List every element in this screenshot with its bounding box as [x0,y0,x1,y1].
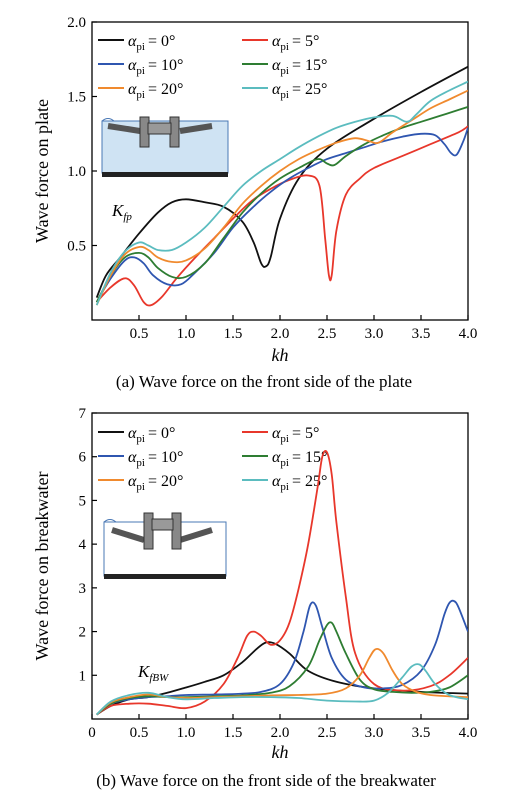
legend-item-label: αpi = 10° [128,449,183,469]
series-line [95,89,468,306]
x-tick-label: 1.0 [177,725,196,741]
x-tick-label: 4.0 [459,725,478,741]
y-tick-label: 2 [79,625,87,641]
y-tick-label: 1.5 [67,90,86,106]
legend-item: αpi = 20° [98,473,183,493]
x-tick-label: 0.5 [130,725,149,741]
x-tick-label: 0 [88,725,96,741]
legend-item-label: αpi = 5° [272,33,319,53]
series-lines [95,65,468,307]
y-tick-label: 2.0 [67,15,86,31]
series-line [96,599,468,716]
legend-item: αpi = 5° [242,425,319,445]
x-tick-label: 3.5 [412,725,431,741]
legend-item-label: αpi = 25° [272,81,327,101]
y-tick-label: 0.5 [67,239,86,255]
x-tick-label: 3.0 [365,326,384,342]
legend-item-label: αpi = 20° [128,473,183,493]
x-tick-label: 0.5 [130,326,149,342]
legend-item: αpi = 25° [242,81,327,101]
series-line [96,663,468,716]
series-line [95,127,468,303]
x-tick-label: 2.5 [318,326,337,342]
series-line [95,80,468,306]
series-line [95,65,468,298]
x-tick-label: 2.0 [271,725,290,741]
legend-item: αpi = 15° [242,57,327,77]
x-tick-label: 3.5 [412,326,431,342]
series-lines [96,449,468,716]
y-tick-label: 7 [79,406,87,422]
curve-annotation: Kfp [111,201,132,223]
series-line [95,106,468,303]
y-axis-label: Wave force on breakwater [32,472,52,661]
legend-item: αpi = 25° [242,473,327,493]
series-line [96,648,468,716]
plate-breakwater-diagram-icon [103,512,227,579]
legend-item: αpi = 5° [242,33,319,53]
plate-breakwater-diagram-icon [101,116,229,177]
curve-annotation: KfBW [137,662,169,684]
y-tick-label: 1 [79,668,87,684]
legend-item: αpi = 10° [98,449,183,469]
chart-b: 0 0.5 1.0 1.5 2.0 2.5 3.0 3.5 4.0 1 2 3 4 5 6 7 αpi = 0°… [32,406,477,790]
x-axis-label: kh [272,742,289,762]
series-line [96,125,468,307]
y-tick-label: 6 [79,450,87,466]
legend-item-label: αpi = 15° [272,449,327,469]
x-tick-label: 2.0 [271,326,290,342]
axis-ticks: 0.5 1.0 1.5 2.0 2.5 3.0 3.5 4.0 0.5 1.0 1.5 2.0 [67,15,477,342]
x-tick-label: 3.0 [365,725,384,741]
legend-item-label: αpi = 5° [272,425,319,445]
axis-ticks: 0 0.5 1.0 1.5 2.0 2.5 3.0 3.5 4.0 1 2 3 4 5 6 7 [79,406,478,741]
x-tick-label: 1.0 [177,326,196,342]
series-line [96,449,468,716]
legend-item-label: αpi = 10° [128,57,183,77]
legend-item: αpi = 0° [98,425,175,445]
x-tick-label: 1.5 [224,326,243,342]
legend-item-label: αpi = 0° [128,425,175,445]
legend-item-label: αpi = 0° [128,33,175,53]
chart-caption: (b) Wave force on the front side of the … [96,771,436,790]
y-tick-label: 1.0 [67,164,86,180]
legend: αpi = 0° αpi = 5° αpi = 10° αpi = 15° αpi = 2… [98,33,327,101]
x-axis-label: kh [272,345,289,365]
y-tick-label: 4 [79,537,87,553]
y-tick-label: 5 [79,493,87,509]
x-tick-label: 2.5 [318,725,337,741]
legend: αpi = 0° αpi = 5° αpi = 10° αpi = 15° αpi = 2… [98,425,327,493]
legend-item: αpi = 15° [242,449,327,469]
legend-item: αpi = 20° [98,81,183,101]
legend-item-label: αpi = 15° [272,57,327,77]
y-tick-label: 3 [79,581,87,597]
y-axis-label: Wave force on plate [32,99,52,243]
chart-a: 0.5 1.0 1.5 2.0 2.5 3.0 3.5 4.0 0.5 1.0 1.5 2.0 αpi… [32,15,477,391]
chart-caption: (a) Wave force on the front side of the … [116,372,412,391]
legend-item-label: αpi = 20° [128,81,183,101]
x-tick-label: 4.0 [459,326,478,342]
legend-item: αpi = 0° [98,33,175,53]
x-tick-label: 1.5 [224,725,243,741]
legend-item: αpi = 10° [98,57,183,77]
